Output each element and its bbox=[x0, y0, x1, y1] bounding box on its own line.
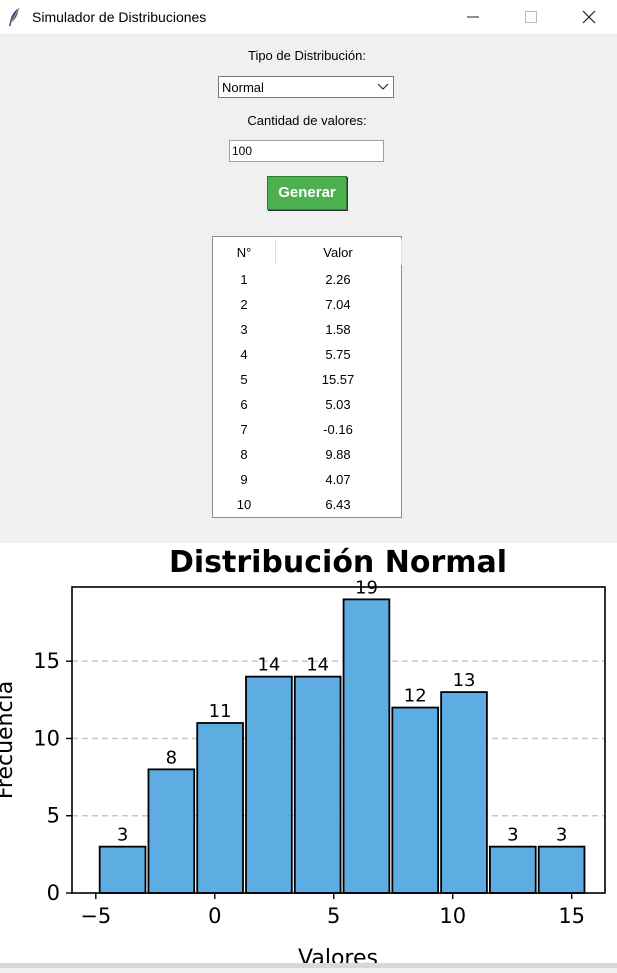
table-row[interactable]: 2 7.04 bbox=[213, 292, 401, 317]
row-number: 2 bbox=[240, 297, 248, 312]
bar-value-label: 13 bbox=[453, 670, 476, 691]
histogram-bar bbox=[293, 675, 342, 894]
x-tick-label: 10 bbox=[439, 904, 466, 928]
row-number: 9 bbox=[240, 472, 248, 487]
table-row[interactable]: 10 6.43 bbox=[213, 492, 401, 517]
generate-button[interactable]: Generar bbox=[267, 176, 347, 210]
bar-value-label: 3 bbox=[117, 825, 128, 846]
histogram-bar bbox=[342, 598, 391, 894]
row-value: 5.75 bbox=[325, 347, 351, 362]
close-icon bbox=[582, 10, 596, 24]
row-value: 5.03 bbox=[325, 397, 351, 412]
row-value: 7.04 bbox=[325, 297, 351, 312]
row-number: 4 bbox=[240, 347, 248, 362]
bar-value-label: 8 bbox=[166, 747, 177, 768]
x-tick-label: −5 bbox=[80, 904, 111, 928]
quantity-label: Cantidad de valores: bbox=[247, 113, 367, 128]
title-bar: Simulador de Distribuciones bbox=[0, 0, 617, 35]
bar-value-label: 14 bbox=[257, 655, 280, 676]
histogram-bar bbox=[196, 722, 244, 894]
row-number: 7 bbox=[240, 422, 248, 437]
row-number: 5 bbox=[240, 372, 248, 387]
table-row[interactable]: 4 5.75 bbox=[213, 342, 401, 367]
y-tick-label: 0 bbox=[47, 881, 60, 905]
y-tick-label: 5 bbox=[47, 804, 60, 828]
row-value: 6.43 bbox=[325, 497, 351, 512]
row-number: 3 bbox=[240, 322, 248, 337]
bar-value-label: 12 bbox=[404, 686, 427, 707]
bar-value-label: 11 bbox=[209, 701, 232, 722]
chart-title: Distribución Normal bbox=[169, 545, 507, 580]
values-table: N° Valor 1 2.26 2 7.04 3 1.58 4 5.75 5 15.57 6 5.03… bbox=[212, 236, 402, 518]
row-value: 9.88 bbox=[325, 447, 351, 462]
header-value[interactable]: Valor bbox=[323, 245, 353, 260]
row-value: -0.16 bbox=[323, 422, 353, 437]
row-number: 10 bbox=[236, 497, 252, 512]
histogram-bar bbox=[98, 845, 147, 894]
histogram-plot: 3 8 11 14 14 19 12 13 3 3 −5 0 5 10 15 0 5 10 15 Distribuci… bbox=[0, 543, 617, 971]
table-row[interactable]: 1 2.26 bbox=[213, 267, 401, 292]
histogram-bar bbox=[489, 845, 537, 894]
y-tick-label: 15 bbox=[33, 649, 60, 673]
table-row[interactable]: 7 -0.16 bbox=[213, 417, 401, 442]
table-row[interactable]: 3 1.58 bbox=[213, 317, 401, 342]
histogram-bar bbox=[147, 768, 196, 894]
histogram-chart: 3 8 11 14 14 19 12 13 3 3 −5 0 5 10 15 0 5 10 15 Distribuci… bbox=[0, 545, 606, 971]
distribution-type-value: Normal bbox=[222, 80, 264, 95]
bar-value-label: 19 bbox=[355, 577, 378, 598]
bar-value-label: 14 bbox=[306, 655, 329, 676]
header-number[interactable]: N° bbox=[236, 245, 252, 260]
y-axis-label: Frecuencia bbox=[0, 681, 18, 799]
row-value: 1.58 bbox=[325, 322, 351, 337]
minimize-button[interactable] bbox=[444, 0, 502, 34]
row-number: 6 bbox=[240, 397, 248, 412]
y-tick-label: 10 bbox=[33, 726, 60, 750]
histogram-bar bbox=[440, 691, 488, 894]
bar-value-label: 3 bbox=[556, 825, 567, 846]
histogram-bar bbox=[245, 675, 293, 894]
distribution-type-label: Tipo de Distribución: bbox=[247, 48, 366, 63]
table-row[interactable]: 5 15.57 bbox=[213, 367, 401, 392]
bar-value-label: 3 bbox=[507, 825, 518, 846]
chevron-down-icon bbox=[377, 83, 389, 90]
histogram-bar bbox=[537, 845, 586, 894]
close-button[interactable] bbox=[560, 0, 617, 34]
window-bottom-edge bbox=[0, 963, 617, 968]
quantity-input[interactable] bbox=[229, 140, 384, 162]
axes-frame bbox=[71, 586, 606, 894]
maximize-button[interactable] bbox=[502, 0, 560, 34]
maximize-icon bbox=[525, 11, 537, 23]
row-number: 1 bbox=[240, 272, 248, 287]
row-value: 2.26 bbox=[325, 272, 351, 287]
window-title: Simulador de Distribuciones bbox=[32, 9, 207, 25]
x-tick-label: 0 bbox=[208, 904, 221, 928]
minimize-icon bbox=[467, 16, 479, 18]
distribution-type-select[interactable]: Normal bbox=[218, 76, 394, 98]
row-value: 4.07 bbox=[325, 472, 351, 487]
table-row[interactable]: 8 9.88 bbox=[213, 442, 401, 467]
x-tick-label: 15 bbox=[558, 904, 585, 928]
histogram-bar bbox=[391, 706, 440, 894]
row-value: 15.57 bbox=[321, 372, 355, 387]
row-number: 8 bbox=[240, 447, 248, 462]
feather-icon bbox=[9, 7, 20, 26]
table-row[interactable]: 6 5.03 bbox=[213, 392, 401, 417]
table-header: N° Valor bbox=[213, 237, 402, 267]
table-row[interactable]: 9 4.07 bbox=[213, 467, 401, 492]
x-tick-label: 5 bbox=[327, 904, 340, 928]
